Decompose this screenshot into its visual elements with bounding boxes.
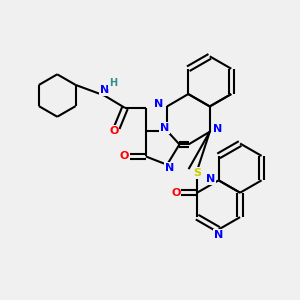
- Text: N: N: [100, 85, 109, 94]
- Text: N: N: [160, 123, 169, 133]
- Text: H: H: [109, 78, 117, 88]
- Text: O: O: [120, 152, 129, 161]
- Text: O: O: [109, 126, 119, 136]
- Text: O: O: [171, 188, 181, 198]
- Text: N: N: [212, 124, 222, 134]
- Text: N: N: [206, 174, 215, 184]
- Text: S: S: [193, 168, 201, 178]
- Text: N: N: [165, 163, 174, 173]
- Text: N: N: [154, 99, 163, 109]
- Text: N: N: [214, 230, 223, 240]
